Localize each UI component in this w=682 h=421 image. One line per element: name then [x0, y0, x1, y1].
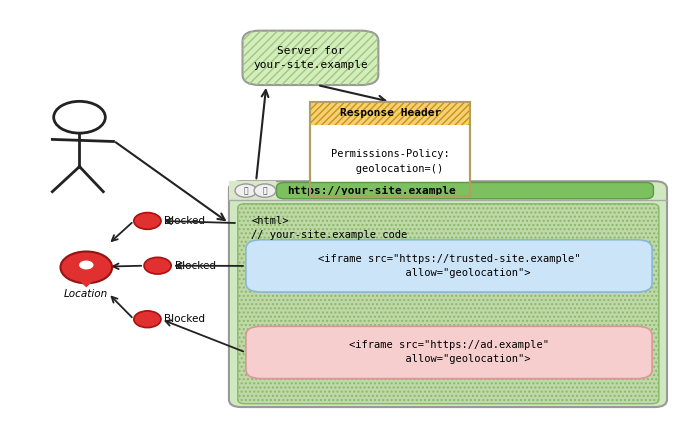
FancyBboxPatch shape	[238, 204, 659, 404]
FancyBboxPatch shape	[276, 182, 653, 199]
Bar	[229, 181, 276, 200]
Text: ⏪: ⏪	[243, 186, 248, 195]
Text: Location: Location	[64, 289, 108, 299]
Text: Blocked: Blocked	[164, 314, 205, 324]
Text: <html>
// your-site.example code: <html> // your-site.example code	[252, 216, 408, 240]
Text: Server for
your-site.example: Server for your-site.example	[253, 46, 368, 70]
Text: <iframe src="https://trusted-site.example"
      allow="geolocation">: <iframe src="https://trusted-site.exampl…	[318, 254, 580, 278]
FancyBboxPatch shape	[229, 181, 667, 407]
Circle shape	[134, 311, 161, 328]
Text: https://your-site.example: https://your-site.example	[286, 186, 456, 196]
Text: Permissions-Policy:
   geolocation=(): Permissions-Policy: geolocation=()	[331, 149, 449, 174]
Text: Blocked: Blocked	[164, 216, 205, 226]
Polygon shape	[70, 271, 103, 286]
Circle shape	[61, 251, 112, 283]
Bar	[310, 102, 470, 125]
Bar	[310, 102, 470, 196]
Text: Response Header: Response Header	[340, 108, 441, 118]
FancyBboxPatch shape	[243, 31, 379, 85]
Bar	[310, 102, 470, 125]
Circle shape	[134, 213, 161, 229]
Bar	[310, 102, 470, 196]
FancyBboxPatch shape	[246, 326, 652, 378]
FancyBboxPatch shape	[246, 240, 652, 292]
Text: Blocked: Blocked	[175, 261, 216, 271]
Circle shape	[254, 184, 276, 197]
Circle shape	[144, 257, 171, 274]
Circle shape	[235, 184, 257, 197]
Text: <iframe src="https://ad.example"
      allow="geolocation">: <iframe src="https://ad.example" allow="…	[349, 341, 549, 365]
Text: ⏩: ⏩	[263, 186, 267, 195]
Circle shape	[79, 261, 93, 269]
